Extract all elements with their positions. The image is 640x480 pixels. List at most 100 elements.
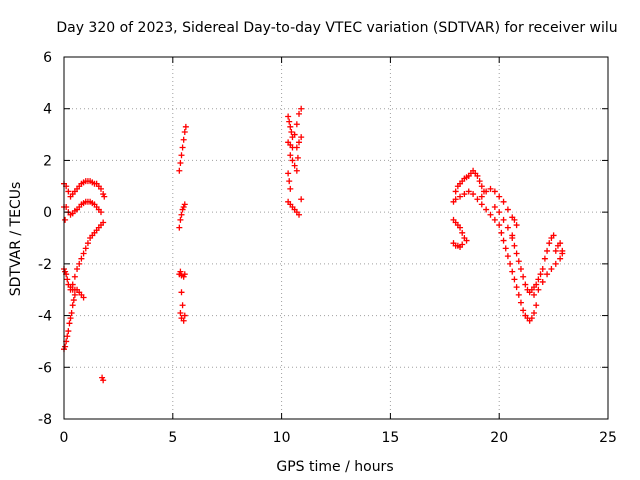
data-point [470,191,477,198]
data-point [97,185,104,192]
data-point [504,224,511,231]
data-point [515,291,522,298]
data-point [65,188,72,195]
data-point [452,196,459,203]
data-points [61,105,566,384]
data-point [496,222,503,229]
data-point [84,240,91,247]
data-point [483,206,490,213]
data-point [178,289,185,296]
data-point [182,123,189,130]
data-point [504,206,511,213]
data-point [298,196,305,203]
data-series [67,219,107,293]
data-point [287,185,294,192]
data-series [176,201,188,231]
data-series [61,198,104,223]
data-point [546,240,553,247]
data-point [285,170,292,177]
data-point [179,302,186,309]
data-point [71,291,78,298]
data-series [176,123,189,174]
data-point [66,320,73,327]
data-point [535,286,542,293]
data-series [450,216,470,251]
data-point [511,216,518,223]
y-tick-label: -6 [38,360,52,376]
x-tick-label: 10 [273,430,291,446]
data-point [522,281,529,288]
data-point [535,276,542,283]
data-point [294,154,301,161]
data-series [531,232,566,298]
data-point [483,188,490,195]
x-tick-label: 0 [60,430,69,446]
data-point [293,121,300,128]
data-point [487,185,494,192]
y-tick-label: 4 [43,102,52,118]
data-point [491,216,498,223]
data-point [509,235,516,241]
data-point [64,333,71,340]
data-point [474,196,481,203]
data-point [177,309,184,316]
data-point [531,291,538,298]
data-point [178,152,185,159]
data-point [496,193,503,200]
data-point [517,266,524,273]
data-point [101,193,108,200]
data-point [533,302,540,309]
data-point [74,266,81,273]
data-point [452,188,459,195]
y-axis-label: SDTVAR / TECUs [8,182,24,297]
data-point [539,266,546,273]
data-point [287,152,294,159]
data-point [62,216,69,223]
data-series [285,170,305,218]
y-tick-label: -8 [38,412,52,428]
grid-lines [64,57,608,419]
data-series [452,188,498,223]
data-point [559,247,566,254]
data-point [496,209,503,216]
data-point [176,167,183,174]
data-point [80,250,87,257]
data-point [65,328,72,335]
data-point [459,241,466,248]
data-point [178,211,185,218]
data-point [515,258,522,265]
data-point [513,222,520,229]
data-point [465,188,472,195]
data-point [528,315,535,322]
data-point [177,160,184,167]
x-axis-label: GPS time / hours [276,459,393,475]
x-tick-label: 20 [490,430,508,446]
data-series [496,222,540,324]
data-point [181,128,188,135]
data-point [557,240,564,247]
data-point [78,255,85,262]
data-point [82,245,89,252]
data-point [69,302,76,309]
data-point [550,232,557,239]
data-point [97,209,104,216]
y-axis-ticks: -8 -6 -4 -2 0 2 4 6 [38,50,608,428]
data-point [286,178,293,185]
data-point [287,123,294,130]
data-point [177,216,184,223]
data-point [461,191,468,198]
data-point [474,172,481,179]
data-point [491,203,498,210]
data-series [99,374,107,384]
data-point [513,250,520,257]
data-point [68,309,75,316]
data-point [296,110,303,117]
data-point [181,201,188,208]
data-series [450,167,487,205]
data-point [100,377,107,384]
data-point [176,224,183,231]
y-tick-label: -4 [38,309,52,325]
data-point [298,105,305,112]
data-point [517,299,524,306]
